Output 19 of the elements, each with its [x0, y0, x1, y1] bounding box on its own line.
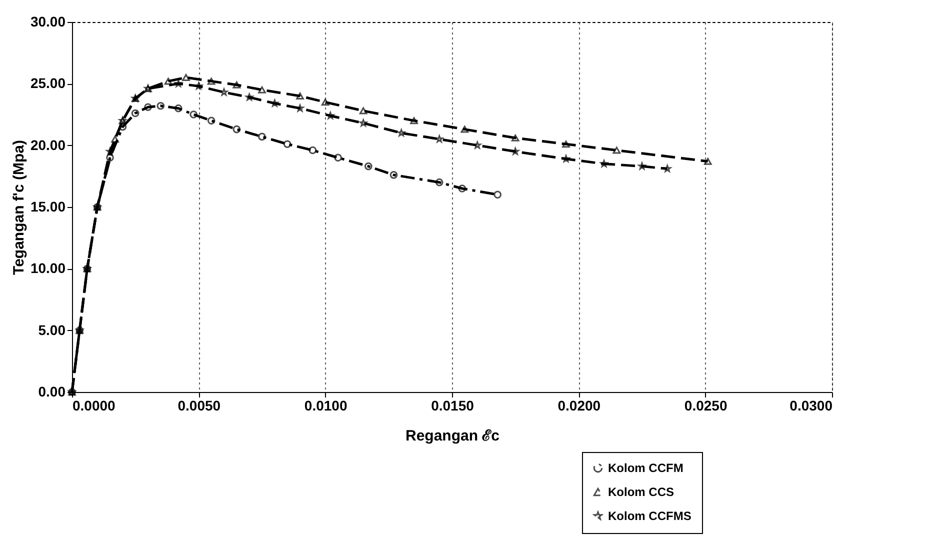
y-tick-label: 30.00 [30, 14, 66, 30]
x-axis-title: Regangan ℰc [405, 428, 500, 444]
x-tick-label: 0.0000 [72, 398, 116, 414]
legend-label: Kolom CCFMS [608, 509, 692, 523]
y-tick-label: 10.00 [30, 260, 66, 276]
y-tick-label: 0.00 [38, 384, 66, 400]
x-tick-label: 0.0250 [684, 398, 728, 414]
legend-label: Kolom CCS [608, 485, 674, 499]
y-tick-label: 20.00 [30, 136, 66, 153]
y-tick-label: 15.00 [30, 198, 66, 214]
x-tick-label: 0.0050 [178, 398, 221, 414]
x-tick-label: 0.0200 [558, 398, 601, 414]
legend-label: Kolom CCFM [608, 461, 684, 475]
y-axis-title: Tegangan f'c (Mpa) [10, 140, 28, 275]
x-tick-label: 0.0300 [790, 398, 833, 414]
y-tick-label: 25.00 [30, 75, 66, 92]
x-tick-label: 0.0100 [304, 398, 348, 414]
y-tick-label: 5.00 [38, 322, 66, 338]
x-tick-label: 0.0150 [431, 398, 474, 414]
